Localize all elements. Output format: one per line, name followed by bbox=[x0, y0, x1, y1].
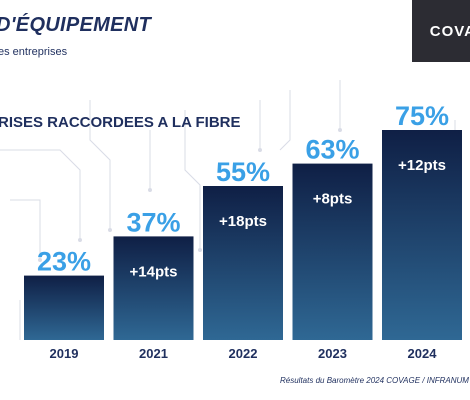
logo-text: COVA bbox=[429, 22, 470, 40]
delta-label-2023: +8pts bbox=[313, 191, 353, 208]
value-label-2022: 55% bbox=[216, 157, 270, 187]
bar-2021 bbox=[113, 236, 194, 340]
x-tick-label-2019: 2019 bbox=[50, 346, 79, 361]
value-label-2024: 75% bbox=[395, 101, 449, 131]
x-tick-label-2024: 2024 bbox=[408, 346, 438, 361]
x-tick-label-2023: 2023 bbox=[318, 346, 347, 361]
source-note: Résultats du Baromètre 2024 COVAGE / INF… bbox=[280, 376, 469, 385]
delta-label-2024: +12pts bbox=[398, 157, 446, 174]
bar-2019 bbox=[24, 275, 104, 340]
x-tick-label-2021: 2021 bbox=[139, 346, 168, 361]
bar-2024 bbox=[382, 130, 462, 340]
bar-2022 bbox=[203, 186, 283, 340]
bar-2023 bbox=[292, 163, 373, 340]
value-label-2023: 63% bbox=[305, 135, 359, 165]
value-label-2021: 37% bbox=[126, 207, 180, 237]
delta-label-2022: +18pts bbox=[219, 213, 267, 230]
x-tick-label-2022: 2022 bbox=[229, 346, 258, 361]
delta-label-2021: +14pts bbox=[130, 263, 178, 280]
page-title: D'ÉQUIPEMENT bbox=[0, 14, 152, 36]
brand-logo: COVA bbox=[412, 0, 470, 62]
chart-title: RISES RACCORDEES A LA FIBRE bbox=[0, 114, 241, 131]
page-subtitle: es entreprises bbox=[0, 46, 68, 58]
value-label-2019: 23% bbox=[37, 247, 91, 277]
